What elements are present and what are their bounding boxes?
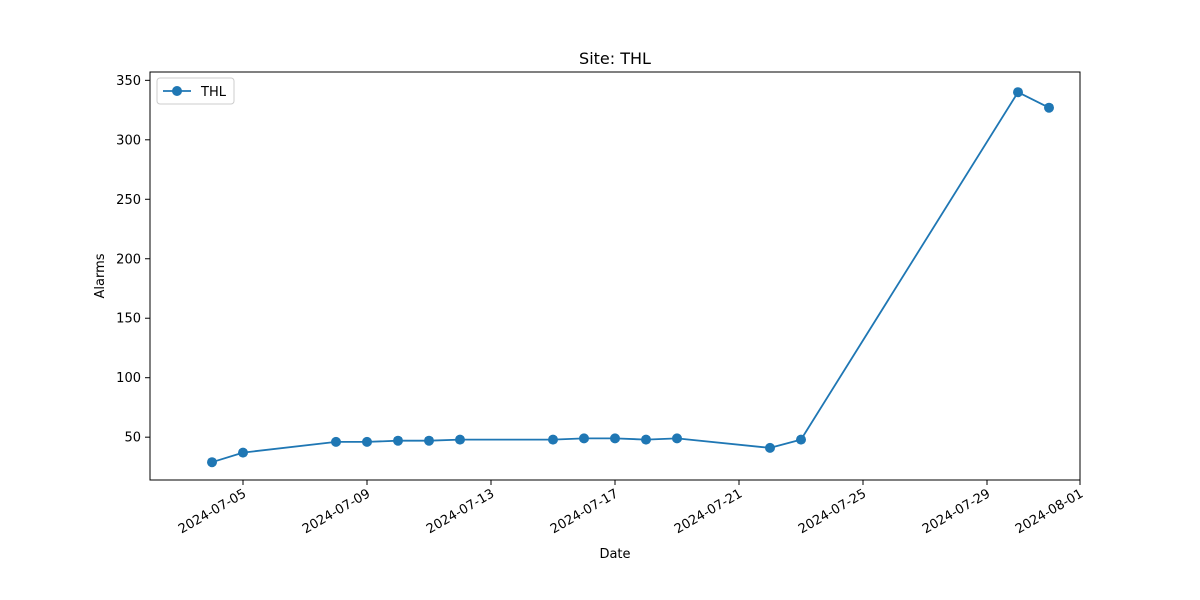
x-axis-label: Date	[599, 547, 630, 562]
data-point	[610, 433, 620, 444]
legend-entry-label: THL	[200, 85, 227, 100]
data-point	[362, 436, 372, 447]
y-tick-label: 150	[116, 312, 141, 327]
data-point	[393, 435, 403, 446]
data-point	[672, 433, 682, 444]
plot-frame	[149, 71, 1081, 481]
y-tick-label: 50	[124, 431, 141, 446]
y-tick-label: 250	[116, 193, 141, 208]
data-point	[1044, 102, 1054, 113]
legend: THL	[156, 77, 235, 105]
y-tick-label: 300	[116, 133, 141, 148]
legend-box	[156, 77, 235, 105]
y-tick-label: 100	[116, 371, 141, 386]
series-line-thl	[211, 91, 1050, 464]
series-layer	[207, 87, 1054, 468]
legend-marker-icon	[172, 86, 182, 96]
y-tick-label: 200	[116, 252, 141, 267]
data-point	[796, 434, 806, 445]
data-point	[424, 435, 434, 446]
y-tick-label: 350	[116, 74, 141, 89]
y-axis: 50 100 150 200 250 300 350	[116, 74, 150, 446]
data-point	[641, 434, 651, 445]
y-axis-label: Alarms	[93, 253, 108, 298]
data-point	[238, 447, 248, 458]
data-point	[331, 436, 341, 447]
chart-title: Site: THL	[579, 49, 651, 68]
data-point	[548, 434, 558, 445]
data-point	[455, 434, 465, 445]
data-point	[765, 442, 775, 453]
data-point	[579, 433, 589, 444]
data-point	[1013, 87, 1023, 98]
data-point	[207, 457, 217, 468]
